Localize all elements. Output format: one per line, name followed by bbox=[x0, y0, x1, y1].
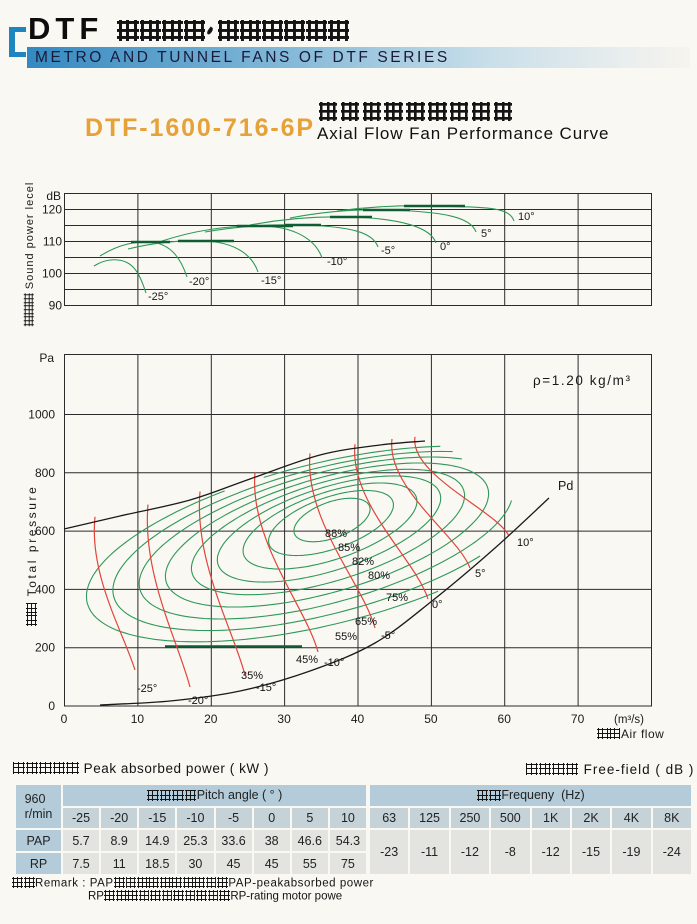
svg-text:-15°: -15° bbox=[256, 682, 276, 694]
svg-text:400: 400 bbox=[35, 582, 55, 596]
svg-text:65%: 65% bbox=[355, 616, 377, 628]
svg-text:-20°: -20° bbox=[189, 276, 209, 288]
svg-text:-10°: -10° bbox=[327, 256, 347, 268]
svg-text:40: 40 bbox=[351, 712, 365, 726]
svg-text:5°: 5° bbox=[475, 568, 486, 580]
svg-text:-5°: -5° bbox=[381, 630, 395, 642]
svg-text:90: 90 bbox=[49, 299, 63, 313]
svg-text:20: 20 bbox=[204, 712, 218, 726]
svg-text:110: 110 bbox=[43, 235, 62, 249]
svg-text:80%: 80% bbox=[368, 570, 390, 582]
svg-text:200: 200 bbox=[35, 641, 55, 655]
svg-text:0°: 0° bbox=[440, 241, 451, 253]
svg-text:-5°: -5° bbox=[381, 245, 395, 257]
svg-text:35%: 35% bbox=[241, 670, 263, 682]
svg-text:60: 60 bbox=[498, 712, 512, 726]
svg-text:30: 30 bbox=[277, 712, 291, 726]
svg-text:10°: 10° bbox=[517, 537, 534, 549]
svg-text:-20°: -20° bbox=[188, 695, 208, 707]
svg-text:120: 120 bbox=[42, 203, 62, 217]
svg-text:Pd: Pd bbox=[558, 479, 573, 493]
svg-text:0: 0 bbox=[48, 699, 55, 713]
svg-text:50: 50 bbox=[424, 712, 438, 726]
svg-text:600: 600 bbox=[35, 524, 55, 538]
svg-text:800: 800 bbox=[35, 466, 55, 480]
svg-text:70: 70 bbox=[571, 712, 585, 726]
svg-text:0°: 0° bbox=[432, 599, 443, 611]
svg-text:5°: 5° bbox=[481, 228, 492, 240]
svg-text:85%: 85% bbox=[338, 542, 360, 554]
svg-text:10°: 10° bbox=[518, 211, 535, 223]
svg-text:Pa: Pa bbox=[39, 351, 54, 365]
svg-text:82%: 82% bbox=[352, 556, 374, 568]
svg-text:-25°: -25° bbox=[148, 291, 168, 303]
svg-text:45%: 45% bbox=[296, 654, 318, 666]
svg-text:-15°: -15° bbox=[261, 275, 281, 287]
svg-text:-10°: -10° bbox=[324, 657, 344, 669]
svg-text:-25°: -25° bbox=[137, 683, 157, 695]
svg-text:dB: dB bbox=[46, 189, 61, 203]
svg-text:ρ=1.20 kg/m³: ρ=1.20 kg/m³ bbox=[533, 373, 632, 388]
svg-text:88%: 88% bbox=[325, 528, 347, 540]
svg-text:(m³/s): (m³/s) bbox=[614, 714, 644, 726]
svg-text:0: 0 bbox=[61, 712, 68, 726]
svg-text:100: 100 bbox=[42, 267, 62, 281]
svg-text:55%: 55% bbox=[335, 631, 357, 643]
svg-text:10: 10 bbox=[131, 712, 145, 726]
svg-text:75%: 75% bbox=[386, 592, 408, 604]
svg-text:1000: 1000 bbox=[28, 408, 55, 422]
